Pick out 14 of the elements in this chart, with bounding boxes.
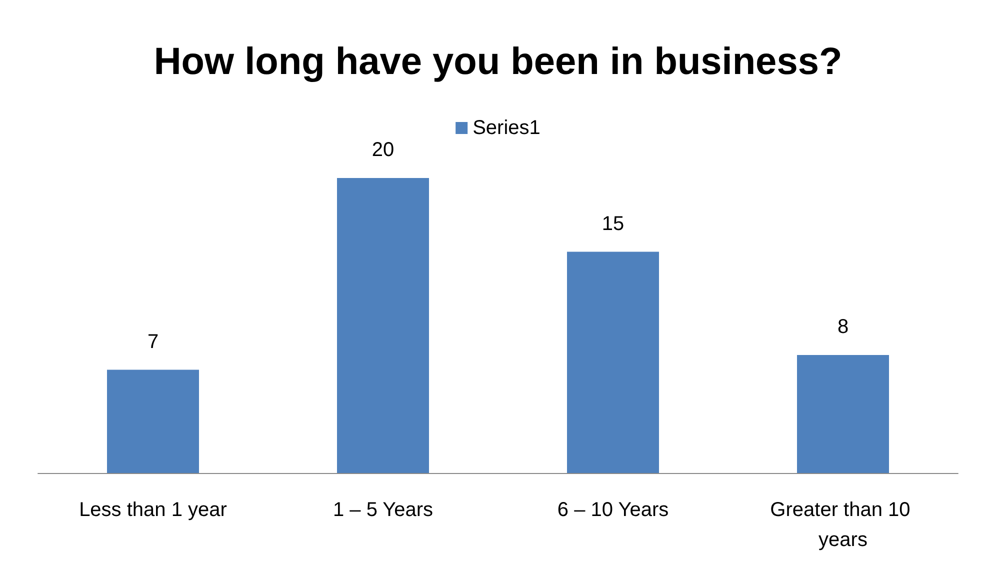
x-tick-label: Less than 1 year [79,499,228,521]
x-tick-label: 1 – 5 Years [332,499,434,521]
data-label: 20 [372,139,394,161]
x-tick-label: 6 – 10 Years [557,499,669,521]
data-label: 15 [602,212,624,235]
chart-title: How long have you been in business? [154,41,842,83]
bar [567,252,659,473]
data-label: 7 [147,330,159,353]
bar [337,178,429,473]
bar [107,370,199,473]
x-tick-label: Greater than 10 years [770,499,916,551]
bar [797,355,889,473]
legend-label: Series1 [472,117,540,139]
data-label: 8 [837,316,849,338]
